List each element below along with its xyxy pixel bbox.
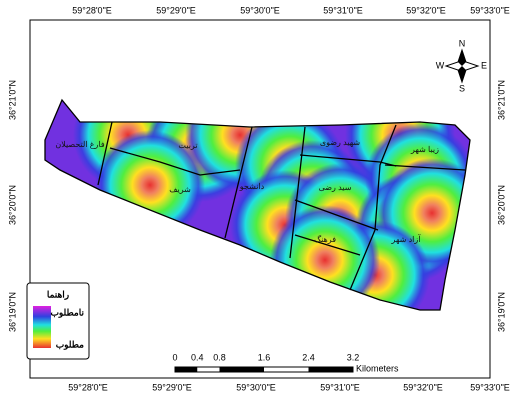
scale-tick-label: 1.6	[258, 352, 271, 362]
district-label: آزاد شهر	[391, 234, 422, 244]
scale-segment	[219, 367, 264, 372]
top-longitude-label: 59°29'0"E	[156, 5, 196, 15]
left-latitude-label: 36°20'0"N	[7, 185, 17, 225]
top-longitude-label: 59°30'0"E	[240, 5, 280, 15]
right-latitude-label: 36°19'0"N	[496, 292, 506, 332]
legend-title: راهنما	[47, 289, 69, 300]
legend-high: نامطلوب	[50, 307, 84, 318]
bottom-longitude-label: 59°31'0"E	[320, 382, 360, 392]
scale-segment	[308, 367, 353, 372]
district-boundaries	[44, 98, 471, 311]
district-label: زیبا شهر	[410, 145, 439, 154]
bottom-longitude-label: 59°33'0"E	[470, 382, 510, 392]
district-label: شریف	[169, 185, 191, 194]
scale-tick-label: 0.4	[191, 352, 204, 362]
bottom-longitude-label: 59°32'0"E	[403, 382, 443, 392]
left-latitude-label: 36°21'0"N	[7, 80, 17, 120]
right-latitude-label: 36°20'0"N	[496, 185, 506, 225]
bottom-longitude-label: 59°28'0"E	[68, 382, 108, 392]
compass-w: W	[436, 60, 445, 70]
district-label: سید رضی	[319, 183, 352, 192]
district-label: تربیت	[178, 141, 197, 150]
scale-segment	[175, 367, 198, 372]
scale-tick-label: 0	[172, 352, 177, 362]
scale-tick-label: 0.8	[213, 352, 226, 362]
left-latitude-label: 36°19'0"N	[7, 292, 17, 332]
district-label: فارغ التحصیلان	[55, 140, 105, 149]
legend-ramp	[33, 306, 51, 348]
district-label: شهید رضوی	[320, 138, 361, 147]
compass-e: E	[481, 60, 487, 70]
top-longitude-label: 59°32'0"E	[406, 5, 446, 15]
top-longitude-label: 59°33'0"E	[470, 5, 510, 15]
compass-n: N	[459, 38, 466, 48]
scale-unit: Kilometers	[356, 363, 399, 373]
bottom-longitude-label: 59°29'0"E	[152, 382, 192, 392]
legend: راهنما نامطلوب مطلوب	[26, 282, 90, 360]
district-label: دانشجو	[239, 182, 265, 191]
scale-tick-label: 3.2	[347, 352, 360, 362]
right-latitude-label: 36°21'0"N	[496, 80, 506, 120]
scale-tick-label: 2.4	[302, 352, 315, 362]
compass-s: S	[459, 83, 465, 93]
north-arrow: N E S W	[436, 38, 487, 93]
top-longitude-label: 59°31'0"E	[323, 5, 363, 15]
legend-low: مطلوب	[56, 339, 84, 350]
bottom-longitude-label: 59°30'0"E	[236, 382, 276, 392]
top-longitude-label: 59°28'0"E	[72, 5, 112, 15]
district-label: فرهنگ	[314, 234, 336, 244]
